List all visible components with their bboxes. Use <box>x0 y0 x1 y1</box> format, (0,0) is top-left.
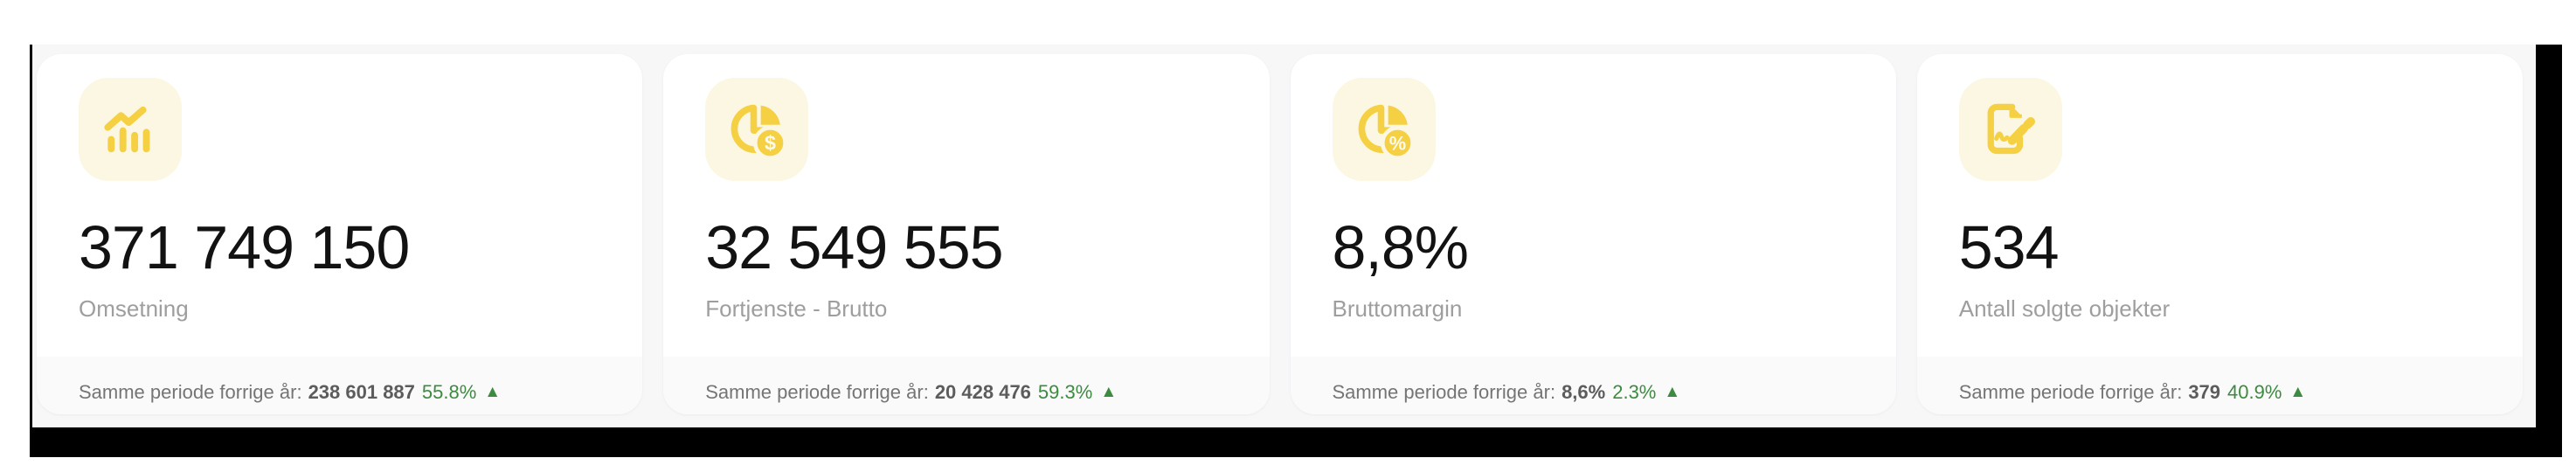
icon-badge: % <box>1332 78 1436 181</box>
kpi-card-body: % 8,8% Bruttomargin <box>1291 54 1896 357</box>
change-percent: 2.3% <box>1612 381 1657 403</box>
kpi-card-footer: Samme periode forrige år: 379 40.9% ▲ <box>1916 357 2523 414</box>
kpi-card-body: $ 32 549 555 Fortjenste - Brutto <box>663 54 1269 357</box>
previous-period-label: Samme periode forrige år: <box>1332 381 1556 403</box>
kpi-card-row: 371 749 150 Omsetning Samme periode forr… <box>37 54 2523 414</box>
kpi-value: 371 749 150 <box>79 213 410 281</box>
pie-dollar-icon: $ <box>731 104 788 160</box>
kpi-value: 534 <box>1958 213 2060 281</box>
icon-badge <box>1958 78 2062 181</box>
previous-period-value: 379 <box>2188 381 2221 403</box>
previous-period-value: 20 428 476 <box>934 381 1031 403</box>
change-percent: 59.3% <box>1037 381 1093 403</box>
previous-period-value: 238 601 887 <box>308 381 415 403</box>
kpi-label: Omsetning <box>79 295 189 322</box>
kpi-card-body: 534 Antall solgte objekter <box>1917 54 2523 357</box>
change-percent: 40.9% <box>2227 381 2282 403</box>
doc-pen-icon <box>1987 103 2035 155</box>
kpi-card-fortjenste: $ 32 549 555 Fortjenste - Brutto Samme p… <box>663 54 1270 414</box>
kpi-card-bruttomargin: % 8,8% Bruttomargin Samme periode forrig… <box>1290 54 1896 414</box>
trend-up-icon: ▲ <box>1100 383 1118 401</box>
trend-up-icon: ▲ <box>1664 383 1681 401</box>
kpi-value: 8,8% <box>1332 213 1470 281</box>
previous-period-value: 8,6% <box>1562 381 1606 403</box>
kpi-card-omsetning: 371 749 150 Omsetning Samme periode forr… <box>37 54 643 414</box>
kpi-card-footer: Samme periode forrige år: 20 428 476 59.… <box>663 357 1270 414</box>
kpi-card-footer: Samme periode forrige år: 8,6% 2.3% ▲ <box>1290 357 1896 414</box>
kpi-card-footer: Samme periode forrige år: 238 601 887 55… <box>37 357 643 414</box>
trend-up-icon: ▲ <box>484 383 502 401</box>
previous-period-label: Samme periode forrige år: <box>705 381 929 403</box>
previous-period-label: Samme periode forrige år: <box>1958 381 2183 403</box>
svg-text:$: $ <box>765 132 776 155</box>
icon-badge: $ <box>705 78 809 181</box>
kpi-label: Fortjenste - Brutto <box>705 295 888 322</box>
svg-text:%: % <box>1388 132 1405 154</box>
kpi-label: Antall solgte objekter <box>1958 295 2171 322</box>
capture-frame-left <box>30 45 32 457</box>
capture-frame-bottom <box>30 427 2562 457</box>
trend-chart-icon <box>104 106 150 153</box>
icon-badge <box>79 78 182 181</box>
previous-period-label: Samme periode forrige år: <box>79 381 302 403</box>
kpi-card-antall-solgte: 534 Antall solgte objekter Samme periode… <box>1916 54 2523 414</box>
change-percent: 55.8% <box>421 381 477 403</box>
pie-percent-icon: % <box>1358 104 1415 160</box>
capture-frame-right <box>2536 45 2562 457</box>
trend-up-icon: ▲ <box>2289 383 2307 401</box>
kpi-value: 32 549 555 <box>705 213 1003 281</box>
kpi-label: Bruttomargin <box>1332 295 1463 322</box>
kpi-card-body: 371 749 150 Omsetning <box>37 54 642 357</box>
